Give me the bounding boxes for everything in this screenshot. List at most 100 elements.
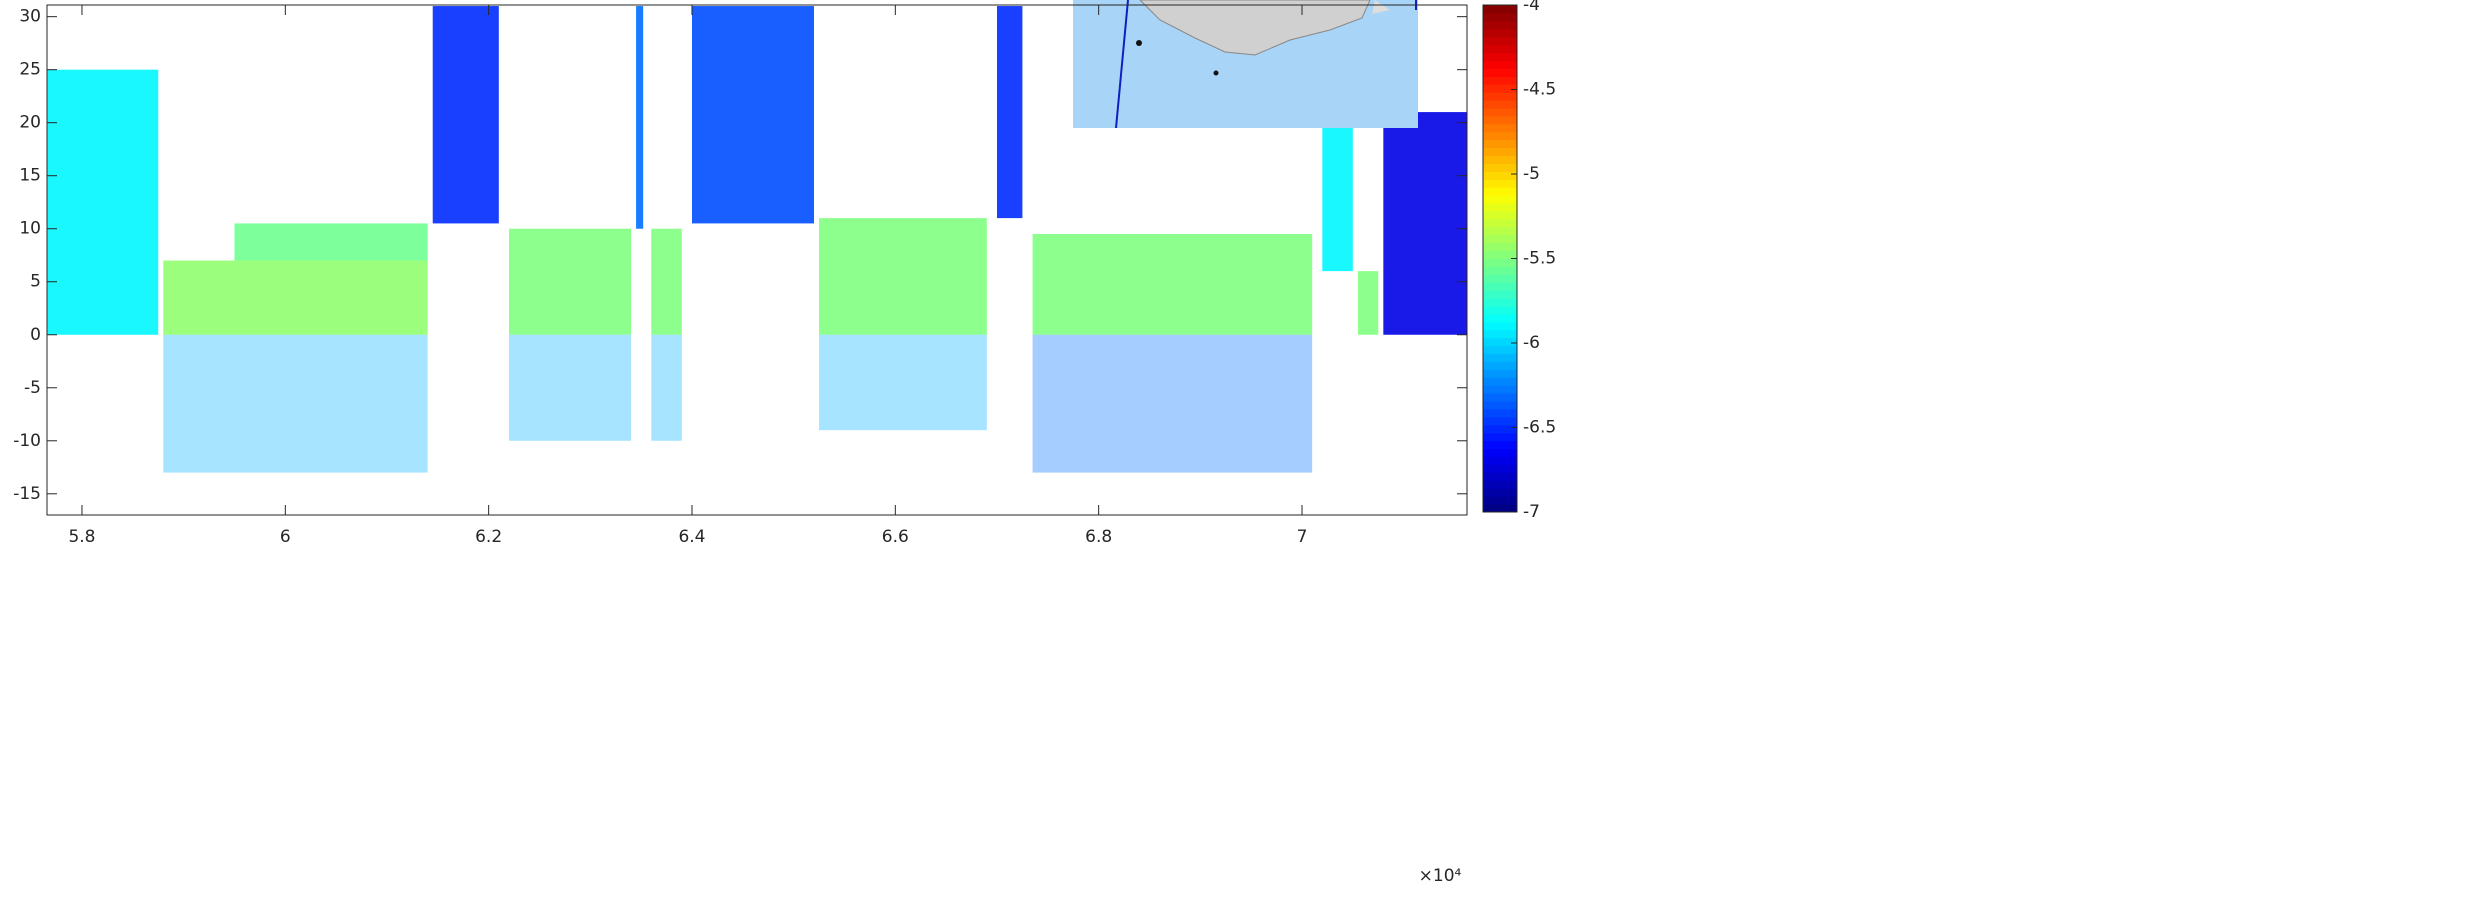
colorbar-step xyxy=(1483,203,1517,212)
colorbar-step xyxy=(1483,290,1517,299)
y-tick-label: 20 xyxy=(19,113,41,133)
curtain-cell xyxy=(691,6,814,224)
curtain-cell xyxy=(508,334,631,441)
y-tick-label: 5 xyxy=(30,272,41,292)
colorbar-tick-label: -5 xyxy=(1523,164,1540,184)
colorbar-step xyxy=(1483,210,1517,220)
curtain-cell xyxy=(163,260,428,335)
colorbar-step xyxy=(1483,187,1517,196)
curtain-cell xyxy=(636,6,644,229)
curtain-cell xyxy=(1383,112,1467,335)
curtain-cell xyxy=(1032,234,1313,335)
colorbar-step xyxy=(1483,480,1517,489)
colorbar-tick-label: -5.5 xyxy=(1523,249,1556,269)
x-tick-label: 7 xyxy=(1297,527,1308,547)
map-point xyxy=(1136,40,1142,46)
colorbar-step xyxy=(1483,440,1517,450)
colorbar-step xyxy=(1483,385,1517,394)
curtain-cell xyxy=(508,228,631,335)
colorbar-tick-label: -7 xyxy=(1523,502,1540,522)
colorbar-step xyxy=(1483,147,1517,157)
colorbar-step xyxy=(1483,44,1517,54)
colorbar-step xyxy=(1483,282,1517,291)
map-land xyxy=(1372,0,1390,14)
y-tick-label: 25 xyxy=(19,60,41,80)
colorbar-step xyxy=(1483,258,1517,267)
colorbar-step xyxy=(1483,28,1517,38)
axes-box xyxy=(46,4,1468,516)
colorbar-step xyxy=(1483,306,1517,315)
colorbar-step xyxy=(1483,488,1517,497)
colorbar-step xyxy=(1483,393,1517,402)
curtain-cell xyxy=(819,218,987,335)
colorbar-step xyxy=(1483,298,1517,307)
colorbar-step xyxy=(1483,52,1517,61)
colorbar-tick-label: -4.5 xyxy=(1523,80,1556,100)
colorbar-step xyxy=(1483,131,1517,141)
curtain-cell xyxy=(432,6,499,224)
colorbar-step xyxy=(1483,464,1517,473)
x-tick-label: 6.8 xyxy=(1085,527,1112,547)
colorbar-step xyxy=(1483,448,1517,458)
colorbar-step xyxy=(1483,504,1517,513)
colorbar-step xyxy=(1483,456,1517,465)
curtain-cell xyxy=(1357,271,1379,335)
colorbar-step xyxy=(1483,115,1517,125)
colorbar-step xyxy=(1483,123,1517,133)
colorbar-step xyxy=(1483,401,1517,410)
colorbar-step xyxy=(1483,329,1517,339)
x-multiplier: ×10⁴ xyxy=(1419,866,1462,886)
x-tick-label: 6.2 xyxy=(475,527,502,547)
curtain-cell xyxy=(1032,334,1313,473)
colorbar-step xyxy=(1483,377,1517,386)
colorbar-step xyxy=(1483,76,1517,85)
colorbar-step xyxy=(1483,424,1517,434)
colorbar-step xyxy=(1483,234,1517,244)
plot-area xyxy=(47,6,1467,473)
colorbar-step xyxy=(1483,242,1517,252)
y-tick-label: -5 xyxy=(24,378,41,398)
curtain-cell xyxy=(651,228,682,335)
colorbar-step xyxy=(1483,345,1517,355)
colorbar-step xyxy=(1483,274,1517,283)
y-tick-label: 15 xyxy=(19,166,41,186)
colorbar-step xyxy=(1483,321,1517,331)
curtain-cell xyxy=(47,69,159,335)
colorbar-step xyxy=(1483,12,1517,22)
colorbar-step xyxy=(1483,496,1517,505)
colorbar-step xyxy=(1483,226,1517,236)
colorbar-step xyxy=(1483,266,1517,275)
colorbar-step xyxy=(1483,195,1517,204)
curtain-cell xyxy=(163,334,428,473)
colorbar-step xyxy=(1483,84,1517,93)
map-track xyxy=(1115,0,1129,129)
colorbar-step xyxy=(1483,353,1517,362)
colorbar-tick-label: -6.5 xyxy=(1523,418,1556,438)
curtain-cell xyxy=(996,6,1023,219)
colorbar-step xyxy=(1483,416,1517,426)
y-tick-label: 30 xyxy=(19,7,41,27)
colorbar-step xyxy=(1483,250,1517,259)
curtain-cell xyxy=(651,334,682,441)
colorbar-step xyxy=(1483,163,1517,172)
colorbar-step xyxy=(1483,60,1517,69)
x-tick-label: 5.8 xyxy=(68,527,95,547)
colorbar-tick-label: -4 xyxy=(1523,0,1540,15)
colorbar-step xyxy=(1483,107,1517,117)
colorbar-step xyxy=(1483,337,1517,347)
colorbar-step xyxy=(1483,409,1517,418)
colorbar-step xyxy=(1483,100,1517,109)
colorbar-step xyxy=(1483,36,1517,46)
colorbar-step xyxy=(1483,432,1517,442)
curtain-cell xyxy=(819,334,987,431)
colorbar-step xyxy=(1483,218,1517,228)
colorbar-step xyxy=(1483,472,1517,481)
x-tick-label: 6 xyxy=(280,527,291,547)
colorbar-step xyxy=(1483,92,1517,101)
y-tick-label: -10 xyxy=(13,431,41,451)
inset-map xyxy=(1073,0,1418,129)
y-tick-label: -15 xyxy=(13,484,41,504)
colorbar-step xyxy=(1483,68,1517,77)
y-tick-label: 0 xyxy=(30,325,41,345)
colorbar-step xyxy=(1483,179,1517,188)
